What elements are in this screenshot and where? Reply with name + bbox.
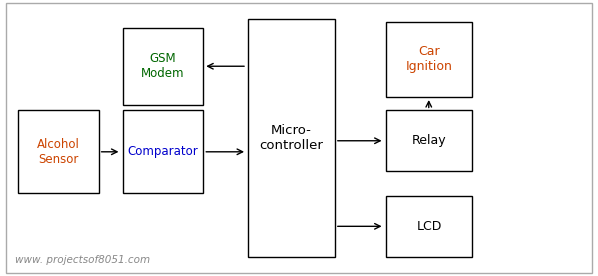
Text: Alcohol
Sensor: Alcohol Sensor — [37, 138, 80, 166]
Text: GSM
Modem: GSM Modem — [141, 52, 185, 80]
FancyBboxPatch shape — [123, 110, 203, 193]
Text: LCD: LCD — [416, 220, 442, 233]
FancyBboxPatch shape — [386, 22, 472, 97]
FancyBboxPatch shape — [386, 196, 472, 257]
FancyBboxPatch shape — [123, 28, 203, 105]
Text: Relay: Relay — [412, 134, 446, 147]
FancyBboxPatch shape — [386, 110, 472, 171]
Text: www. projectsof8051.com: www. projectsof8051.com — [15, 255, 150, 265]
Text: Car
Ignition: Car Ignition — [405, 45, 453, 73]
Text: Micro-
controller: Micro- controller — [260, 124, 324, 152]
FancyBboxPatch shape — [248, 19, 335, 257]
Text: Comparator: Comparator — [127, 145, 199, 158]
FancyBboxPatch shape — [18, 110, 99, 193]
